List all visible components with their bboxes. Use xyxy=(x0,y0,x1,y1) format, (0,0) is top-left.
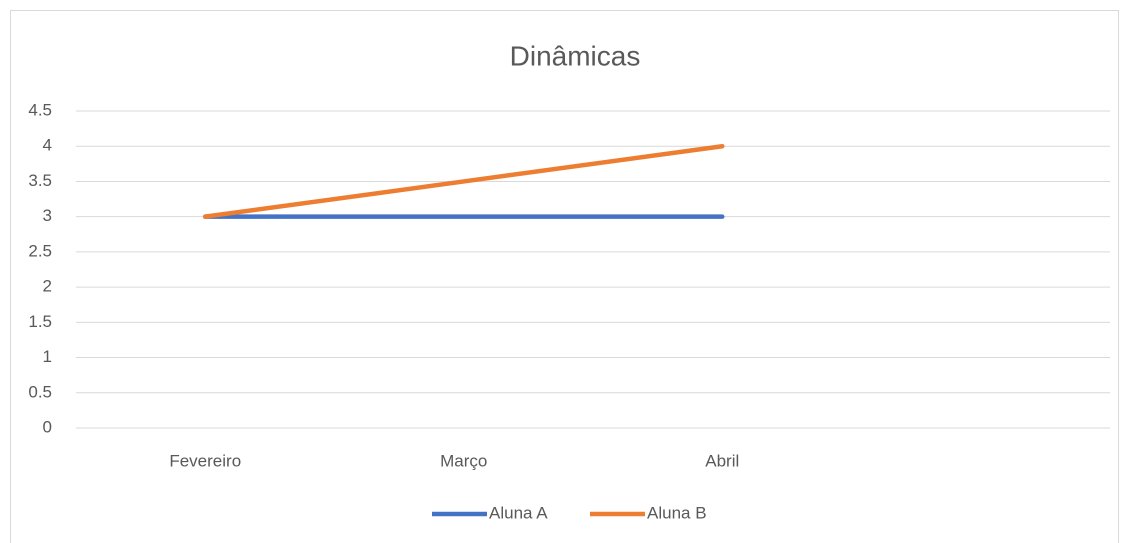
chart-title: Dinâmicas xyxy=(510,40,641,71)
x-tick-label: Fevereiro xyxy=(169,451,241,470)
y-tick-label: 2 xyxy=(43,277,52,296)
y-tick-label: 0 xyxy=(43,417,52,436)
x-tick-label: Março xyxy=(440,451,487,470)
y-tick-label: 3 xyxy=(43,206,52,225)
chart-border xyxy=(10,10,1119,543)
x-tick-label: Abril xyxy=(705,451,739,470)
y-tick-label: 0.5 xyxy=(28,382,52,401)
y-tick-label: 3.5 xyxy=(28,171,52,190)
series-line xyxy=(203,143,725,219)
y-tick-label: 4.5 xyxy=(28,100,52,119)
legend-label: Aluna B xyxy=(647,503,707,522)
legend-label: Aluna A xyxy=(489,503,548,522)
y-tick-label: 1.5 xyxy=(28,312,52,331)
y-tick-label: 4 xyxy=(43,136,52,155)
y-tick-label: 2.5 xyxy=(28,241,52,260)
y-tick-label: 1 xyxy=(43,347,52,366)
